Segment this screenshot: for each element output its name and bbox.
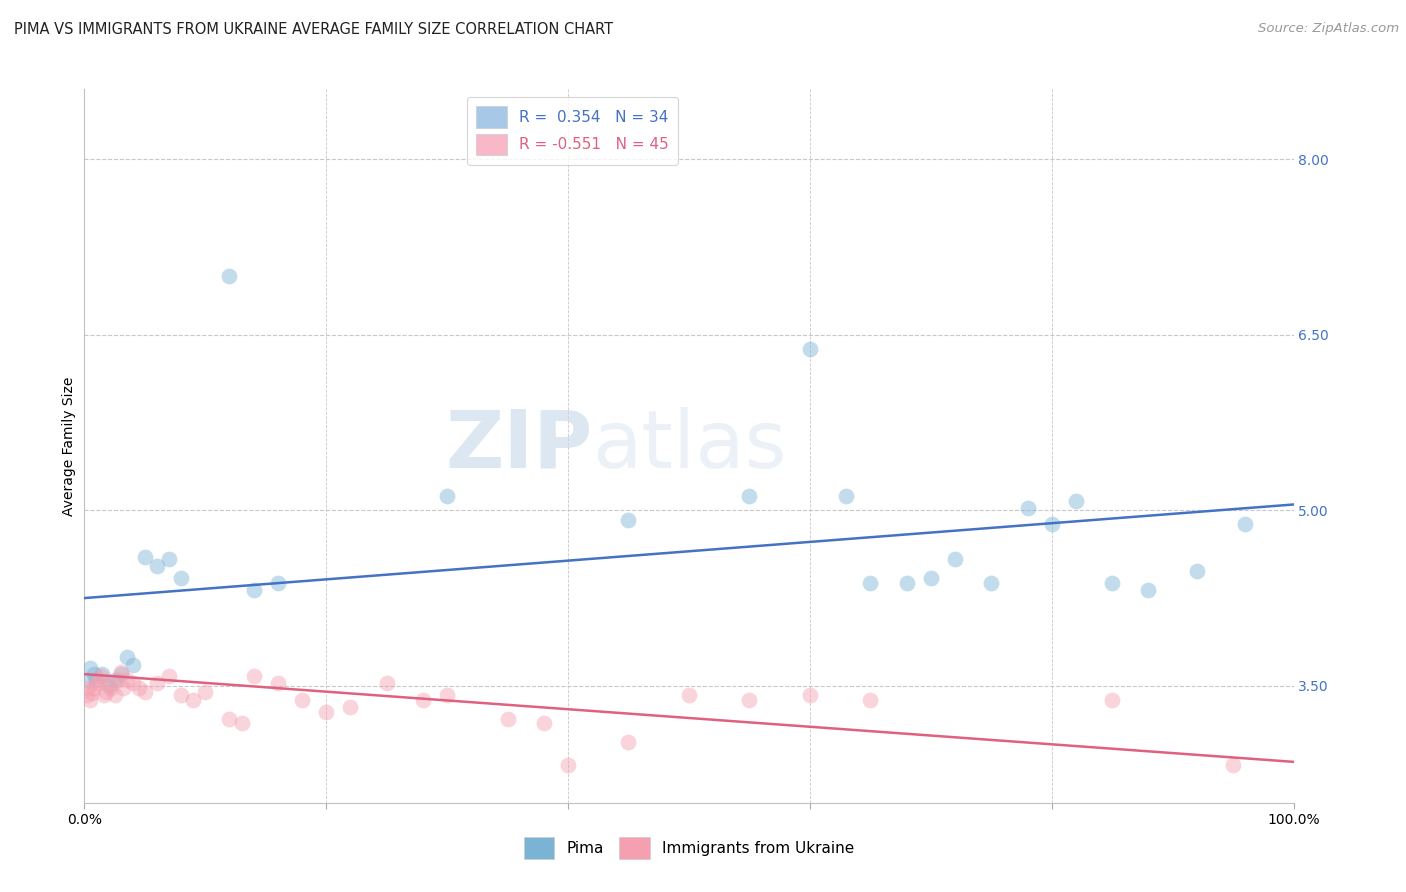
Point [267,575,290,590]
Point [242,669,264,683]
Point [110,665,132,679]
Point [90,669,112,683]
Point [533,716,555,731]
Point [170,688,193,702]
Point [100,681,122,695]
Point [920,571,942,585]
Point [87,673,110,687]
Point [267,676,290,690]
Point [291,693,314,707]
Point [1101,693,1123,707]
Point [86,676,108,690]
Text: Source: ZipAtlas.com: Source: ZipAtlas.com [1258,22,1399,36]
Point [83,667,105,681]
Point [617,513,640,527]
Point [412,693,434,707]
Point [91,667,114,681]
Point [79,693,101,707]
Point [738,693,761,707]
Point [1185,564,1208,578]
Point [77,681,100,695]
Point [1040,517,1063,532]
Point [115,649,138,664]
Point [170,571,193,585]
Point [859,693,882,707]
Point [231,716,253,731]
Point [218,712,240,726]
Point [146,676,169,690]
Point [97,679,120,693]
Y-axis label: Average Family Size: Average Family Size [62,376,76,516]
Point [218,269,240,284]
Point [128,681,150,695]
Point [1234,517,1257,532]
Point [194,684,217,698]
Point [1101,575,1123,590]
Point [146,559,169,574]
Point [112,681,135,695]
Point [157,669,180,683]
Point [617,735,640,749]
Point [835,489,858,503]
Point [1222,758,1244,772]
Point [97,676,120,690]
Point [375,676,398,690]
Point [76,688,98,702]
Point [436,489,458,503]
Point [980,575,1002,590]
Point [315,705,337,719]
Point [94,684,117,698]
Point [86,673,108,687]
Point [436,688,458,702]
Point [1017,501,1039,516]
Point [242,582,264,597]
Point [896,575,918,590]
Point [79,661,101,675]
Point [110,667,132,681]
Point [134,550,156,565]
Point [121,657,143,672]
Point [799,342,821,356]
Point [104,688,127,702]
Point [107,673,129,687]
Point [77,673,100,687]
Point [557,758,579,772]
Point [943,552,966,566]
Point [83,681,105,695]
Point [157,552,180,566]
Point [678,688,700,702]
Legend: Pima, Immigrants from Ukraine: Pima, Immigrants from Ukraine [516,830,862,866]
Point [799,688,821,702]
Point [496,712,519,726]
Point [859,575,882,590]
Point [339,699,361,714]
Point [1064,494,1087,508]
Point [134,684,156,698]
Text: PIMA VS IMMIGRANTS FROM UKRAINE AVERAGE FAMILY SIZE CORRELATION CHART: PIMA VS IMMIGRANTS FROM UKRAINE AVERAGE … [14,22,613,37]
Point [115,673,138,687]
Point [80,686,103,700]
Text: ZIP: ZIP [444,407,592,485]
Point [104,673,127,687]
Point [738,489,761,503]
Point [121,676,143,690]
Point [93,688,115,702]
Point [181,693,204,707]
Text: atlas: atlas [592,407,786,485]
Point [1137,582,1160,597]
